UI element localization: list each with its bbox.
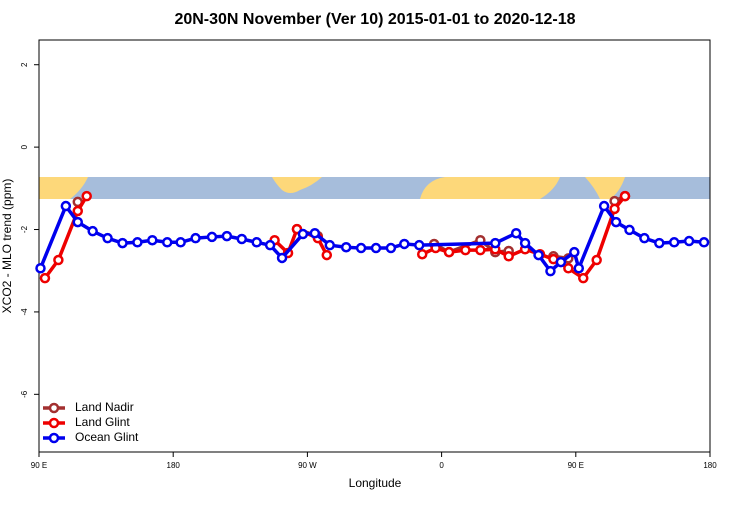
point xyxy=(39,272,51,284)
point xyxy=(324,239,336,251)
point xyxy=(132,237,143,248)
point xyxy=(276,252,288,264)
point xyxy=(598,200,610,212)
point xyxy=(510,227,522,239)
point xyxy=(206,231,218,243)
legend-label: Land Nadir xyxy=(75,400,134,414)
point xyxy=(72,216,84,228)
y-tick-label: 0 xyxy=(20,144,29,149)
point xyxy=(610,216,622,228)
point xyxy=(175,237,186,248)
legend-label: Ocean Glint xyxy=(75,430,139,444)
point xyxy=(53,254,64,266)
point xyxy=(102,232,113,244)
point xyxy=(297,228,309,240)
point xyxy=(443,246,455,258)
y-axis-label: XCO2 - MLO trend (ppm) xyxy=(0,179,14,314)
legend-marker xyxy=(48,402,60,414)
point xyxy=(87,225,98,237)
point xyxy=(668,237,680,248)
x-tick-label: 180 xyxy=(167,461,181,470)
x-tick-label: 180 xyxy=(703,461,717,470)
point xyxy=(475,244,486,256)
point xyxy=(555,256,567,268)
point xyxy=(578,272,589,284)
point xyxy=(563,262,574,274)
point xyxy=(35,262,46,274)
chart-title: 20N-30N November (Ver 10) 2015-01-01 to … xyxy=(174,11,575,28)
point xyxy=(639,232,650,244)
x-tick-label: 0 xyxy=(439,461,444,470)
point xyxy=(624,224,635,236)
point xyxy=(503,251,514,262)
x-axis-label: Longitude xyxy=(349,476,402,490)
point xyxy=(264,239,276,251)
y-tick-label: -2 xyxy=(20,225,29,233)
plot-frame xyxy=(38,39,711,453)
point xyxy=(385,242,397,254)
point xyxy=(490,237,501,249)
legend-marker xyxy=(48,417,60,429)
point xyxy=(460,244,471,256)
point xyxy=(609,203,620,215)
legend-marker xyxy=(48,432,60,444)
point xyxy=(340,241,352,253)
point xyxy=(190,232,201,244)
x-tick-label: 90 E xyxy=(568,461,584,470)
point xyxy=(355,242,367,254)
point xyxy=(81,190,92,202)
point xyxy=(117,237,128,249)
point xyxy=(619,190,631,202)
series-line xyxy=(43,195,627,280)
legend-label: Land Glint xyxy=(75,415,130,429)
point xyxy=(519,237,531,249)
map-strip xyxy=(39,177,710,199)
point xyxy=(370,242,382,254)
y-tick-label: 2 xyxy=(20,62,29,67)
point xyxy=(413,239,425,251)
y-tick-label: -4 xyxy=(20,308,29,316)
point xyxy=(698,237,710,248)
point xyxy=(251,237,262,248)
point xyxy=(221,230,233,242)
point xyxy=(309,227,321,239)
point xyxy=(683,235,695,247)
point xyxy=(399,238,410,250)
point xyxy=(60,200,72,212)
point xyxy=(654,237,665,249)
point xyxy=(569,246,580,258)
point xyxy=(573,262,585,274)
point xyxy=(416,248,428,260)
point xyxy=(236,233,248,245)
point xyxy=(533,249,544,261)
x-tick-label: 90 E xyxy=(31,461,47,470)
x-tick-label: 90 W xyxy=(298,461,317,470)
point xyxy=(147,234,158,246)
y-tick-label: -6 xyxy=(20,390,29,398)
point xyxy=(591,254,602,266)
point xyxy=(161,237,173,248)
point xyxy=(72,205,84,217)
point xyxy=(545,265,556,277)
point xyxy=(321,249,333,261)
